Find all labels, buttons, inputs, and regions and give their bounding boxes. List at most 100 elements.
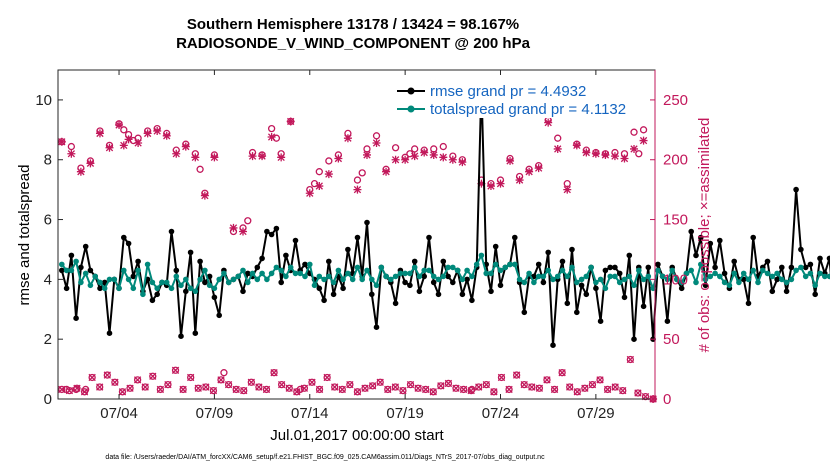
spread-point [588,264,594,271]
spread-point [321,276,327,283]
obs-low-assimilated-marker [399,386,407,395]
obs-low-assimilated-marker [217,376,225,384]
y2-tick-label: 100 [663,271,688,288]
rmse-point [817,255,823,262]
obs-low-possible-marker [224,380,233,389]
rmse-point [135,258,141,265]
obs-low-assimilated-marker [505,385,513,394]
obs-low-assimilated-marker [277,380,286,389]
spread-point [812,282,818,289]
y-tick-label: 6 [44,212,52,229]
spread-point [636,267,642,274]
rmse-point [545,249,551,256]
obs-possible-marker [630,128,638,136]
spread-point [249,270,256,277]
obs-low-assimilated-marker [588,380,597,389]
obs-low-assimilated-marker [603,385,612,394]
spread-point [78,279,84,286]
obs-low-assimilated-marker [596,376,604,384]
obs-assimilated-marker [172,149,181,158]
spread-point [259,270,265,277]
obs-assimilated-marker [267,132,276,141]
obs-low-possible-marker [65,386,74,395]
rmse-point [798,246,804,253]
legend-spread-marker [407,105,415,113]
obs-low-assimilated-marker [353,388,362,396]
spread-point [125,276,132,283]
obs-low-possible-marker [149,372,157,380]
obs-low-possible-marker [96,383,104,391]
obs-possible-marker [267,124,276,133]
rmse-point [445,273,451,280]
rmse-point [702,282,709,289]
rmse-point [87,267,94,274]
obs-low-possible-marker [566,383,574,391]
spread-point [631,282,637,289]
obs-assimilated-marker [420,148,429,157]
spread-point [225,279,232,286]
obs-low-assimilated-marker [626,355,635,364]
obs-low-possible-marker [293,388,301,396]
obs-low-assimilated-marker [224,380,233,389]
spread-point [545,267,551,274]
spread-point [397,270,404,277]
rmse-point [788,264,795,271]
spread-point [426,267,432,274]
obs-low-assimilated-marker [270,369,278,377]
spread-point [187,285,194,292]
spread-point [473,261,480,268]
spread-point [163,279,170,286]
rmse-point [430,279,437,286]
obs-low-possible-marker [437,382,445,390]
obs-low-possible-marker [88,373,96,382]
spread-point [206,282,213,289]
obs-assimilated-marker [200,191,209,200]
rmse-point [616,270,623,277]
rmse-point [640,303,647,310]
spread-point [659,273,666,280]
spread-point [531,279,537,286]
spread-point [726,282,733,289]
rmse-point [392,300,399,307]
spread-point [168,285,175,292]
rmse-point [488,288,494,295]
rmse-point [321,297,327,304]
obs-low-assimilated-marker [103,371,111,379]
y2-tick-label: 200 [663,152,688,169]
spread-point [121,267,127,274]
obs-low-assimilated-marker [437,382,445,390]
rmse-point [440,258,447,265]
obs-low-possible-marker [285,384,293,392]
rmse-point [578,282,585,289]
obs-low-assimilated-marker [475,383,483,391]
rmse-point [421,273,428,280]
obs-count-series [57,116,658,403]
obs-low-assimilated-marker [323,373,331,382]
rmse-point [521,309,528,316]
obs-low-possible-marker [391,383,400,391]
spread-point [745,276,752,283]
obs-low-possible-marker [240,386,248,395]
y-tick-label: 8 [44,152,52,169]
obs-low-assimilated-marker [391,383,400,391]
spread-point [130,285,137,292]
obs-low-assimilated-marker [194,384,202,392]
spread-point [655,267,661,274]
obs-low-assimilated-marker [126,384,134,392]
spread-point [516,276,523,283]
spread-point [230,276,237,283]
obs-assimilated-marker [382,167,391,176]
obs-low-assimilated-marker [535,384,544,392]
rmse-point [268,231,275,238]
spread-point [101,285,108,292]
rmse-point [621,294,628,301]
rmse-point [731,258,737,265]
spread-point [578,276,585,283]
spread-point [626,273,633,280]
obs-low-possible-marker [141,383,149,391]
obs-low-assimilated-marker [80,388,89,396]
obs-low-assimilated-marker [452,384,460,392]
x-tick-label: 07/24 [482,405,520,422]
rmse-point [626,252,633,259]
obs-low-possible-marker [429,388,437,396]
